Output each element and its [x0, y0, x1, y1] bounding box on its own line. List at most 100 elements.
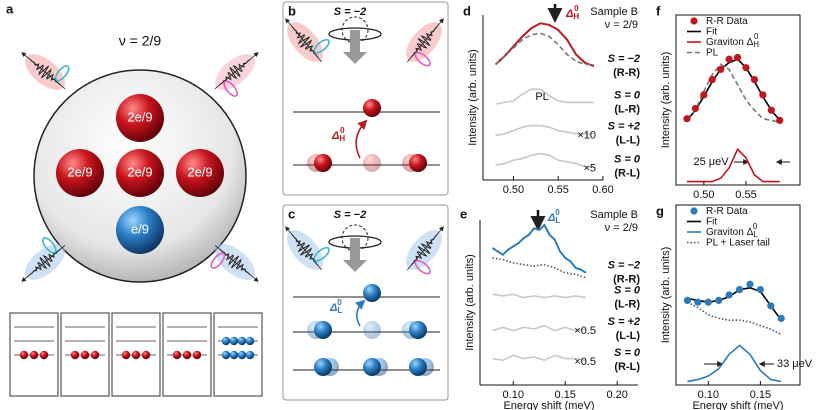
peak-sub: L [555, 216, 560, 225]
propagation-arrow [406, 18, 444, 63]
data-point [733, 53, 742, 62]
charge-label: 2e/9 [127, 109, 152, 124]
wave-packet [21, 52, 70, 90]
legend-sup: 0 [754, 32, 759, 41]
ball [19, 350, 29, 360]
series-line [494, 22, 595, 68]
ball [29, 350, 39, 360]
ball [221, 336, 231, 346]
wave-packet [210, 244, 259, 282]
ball [80, 350, 90, 360]
ball [172, 350, 182, 360]
decor [9, 1, 790, 401]
legend-label: Fit [706, 26, 717, 37]
ball [245, 336, 255, 346]
series-line [495, 88, 594, 105]
peak-label: ΔH0 [565, 4, 579, 21]
legend-name: Graviton Δ [706, 37, 754, 48]
legend-label: PL [706, 47, 719, 58]
spin-label: S = +2 [608, 316, 640, 328]
x-tick-label: 0.20 [606, 389, 627, 401]
data-point [715, 296, 723, 304]
axes-frame [675, 204, 801, 386]
charge-label: 2e/9 [67, 164, 92, 179]
x-tick-label: 0.15 [555, 389, 576, 401]
multiplier-label: ×0.5 [574, 325, 596, 337]
data-point [756, 286, 765, 294]
x-axis-label: Energy shift (meV) [503, 400, 594, 410]
panel-label: d [463, 3, 471, 18]
series-line [492, 354, 587, 362]
series-line [686, 63, 780, 123]
legend-name: PL + Laser tail [706, 237, 770, 248]
propagation-arrow [21, 244, 66, 282]
panel-label: a [6, 1, 14, 16]
legend-name: PL [706, 47, 719, 58]
panel-frame [282, 1, 449, 196]
ball [221, 350, 231, 360]
spin-label: S = 0 [614, 154, 641, 166]
width-label: 25 μeV [693, 156, 729, 168]
polarization [313, 246, 330, 262]
series-line [492, 324, 587, 332]
gap-symbol: Δ [329, 302, 337, 314]
series-line [686, 58, 781, 121]
peak-sub: H [573, 12, 579, 21]
ball [409, 154, 427, 172]
wave-packet [214, 52, 259, 97]
width-label: 33 μeV [777, 358, 813, 370]
gap-sub: H [339, 134, 345, 143]
ball [90, 350, 100, 360]
legend-name: Fit [706, 26, 717, 37]
data-point [735, 286, 744, 294]
propagation-arrow [214, 244, 259, 282]
peak-sup: 0 [555, 208, 560, 217]
propagation-arrow [21, 52, 66, 90]
series-line [495, 124, 594, 137]
ball [39, 350, 49, 360]
data-point [691, 104, 700, 113]
wave-packet [21, 237, 66, 282]
x-tick-label: 0.10 [503, 389, 524, 401]
legend-label: PL + Laser tail [706, 237, 770, 248]
filling-label: ν = 2/9 [605, 19, 638, 31]
spin-label: S = −2 [608, 260, 640, 272]
data-point [683, 115, 691, 123]
y-axis-label: Intensity (arb. units) [464, 254, 476, 351]
spin-arrow [343, 30, 367, 64]
filling-factor: ν = 2/9 [119, 33, 162, 49]
legend-name: R-R Data [706, 206, 748, 217]
ball [70, 350, 80, 360]
ball [409, 358, 427, 376]
pair-label: (L-L) [616, 135, 641, 147]
multiplier-label: ×10 [577, 130, 596, 142]
series-line [491, 223, 587, 274]
gap-sub: L [337, 306, 342, 315]
y-axis-label: Intensity (arb. units) [660, 247, 672, 344]
charge-label: e/9 [131, 221, 149, 236]
data-point [717, 65, 725, 73]
legend-sub: L [753, 230, 758, 239]
pair-label: (R-L) [614, 361, 640, 373]
gap-sup: 0 [340, 126, 345, 135]
data-point [750, 76, 759, 84]
panel-label: e [460, 206, 467, 221]
pair-label: (L-L) [616, 330, 641, 342]
filling-label: ν = 2/9 [605, 222, 638, 234]
excitation-arrow [355, 119, 368, 159]
propagation-arrow [285, 226, 323, 271]
data-point [742, 64, 750, 72]
gap-sup: 0 [337, 298, 342, 307]
propagation-arrow [285, 18, 323, 63]
ball [116, 149, 164, 197]
data-point [746, 280, 754, 288]
ball [314, 321, 332, 339]
ball [116, 94, 164, 142]
x-axis-label: Energy shift (meV) [692, 400, 783, 410]
legend-label: Graviton ΔH0 [706, 32, 759, 49]
legend-name: R-R Data [706, 16, 748, 27]
ball [363, 321, 381, 339]
legend-name: Graviton Δ [706, 227, 754, 238]
pair-label: (L-R) [614, 298, 640, 310]
